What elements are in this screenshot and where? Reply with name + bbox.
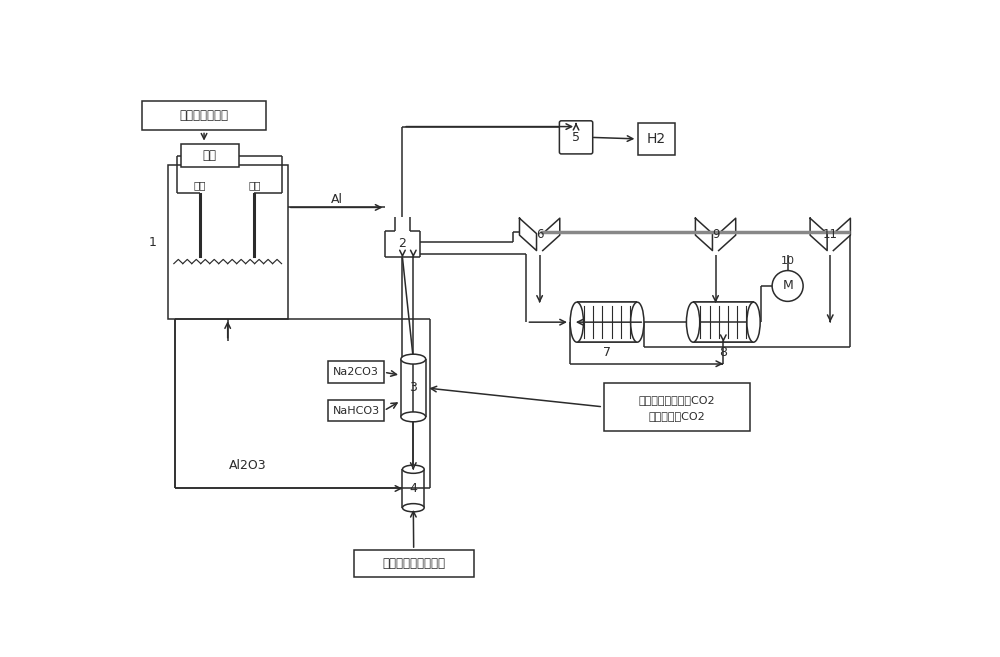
Ellipse shape: [631, 302, 644, 342]
Text: 可再生能源发电: 可再生能源发电: [180, 109, 229, 122]
Text: 电源: 电源: [203, 149, 217, 162]
Bar: [181, 145, 239, 168]
Ellipse shape: [570, 302, 583, 342]
Text: H2: H2: [647, 132, 666, 146]
Bar: [402, 469, 424, 508]
Ellipse shape: [402, 504, 424, 512]
Text: 捕集装置的CO2: 捕集装置的CO2: [648, 411, 705, 421]
Bar: [328, 400, 384, 422]
Text: 7: 7: [603, 346, 611, 359]
Text: 4: 4: [409, 482, 417, 495]
Bar: [638, 123, 675, 155]
Ellipse shape: [747, 302, 760, 342]
Text: 5: 5: [572, 131, 580, 144]
Ellipse shape: [402, 465, 424, 473]
Bar: [168, 165, 288, 319]
Bar: [354, 550, 474, 577]
Bar: [328, 361, 384, 383]
Text: 11: 11: [823, 228, 838, 241]
Text: 可再生能源作为热源: 可再生能源作为热源: [382, 557, 445, 570]
Text: 10: 10: [781, 256, 795, 265]
Text: 阳极: 阳极: [194, 180, 206, 190]
FancyBboxPatch shape: [559, 121, 593, 154]
Text: Na2CO3: Na2CO3: [333, 367, 379, 377]
Ellipse shape: [401, 412, 426, 422]
Text: Al: Al: [331, 193, 343, 206]
Text: 9: 9: [712, 228, 719, 241]
Text: 3: 3: [409, 382, 417, 394]
Text: M: M: [782, 279, 793, 292]
Text: 来自燃煤电站烟气CO2: 来自燃煤电站烟气CO2: [638, 395, 715, 405]
Text: NaHCO3: NaHCO3: [332, 406, 380, 416]
Text: 2: 2: [399, 237, 406, 250]
Ellipse shape: [401, 354, 426, 364]
Bar: [577, 302, 637, 342]
Text: 1: 1: [148, 236, 156, 248]
Text: 阴极: 阴极: [248, 180, 261, 190]
Text: Al2O3: Al2O3: [229, 459, 266, 472]
Bar: [401, 359, 426, 417]
Bar: [142, 101, 266, 131]
Ellipse shape: [686, 302, 700, 342]
Text: 8: 8: [719, 346, 727, 359]
Text: 6: 6: [536, 228, 543, 241]
Bar: [693, 302, 754, 342]
Bar: [604, 383, 750, 431]
